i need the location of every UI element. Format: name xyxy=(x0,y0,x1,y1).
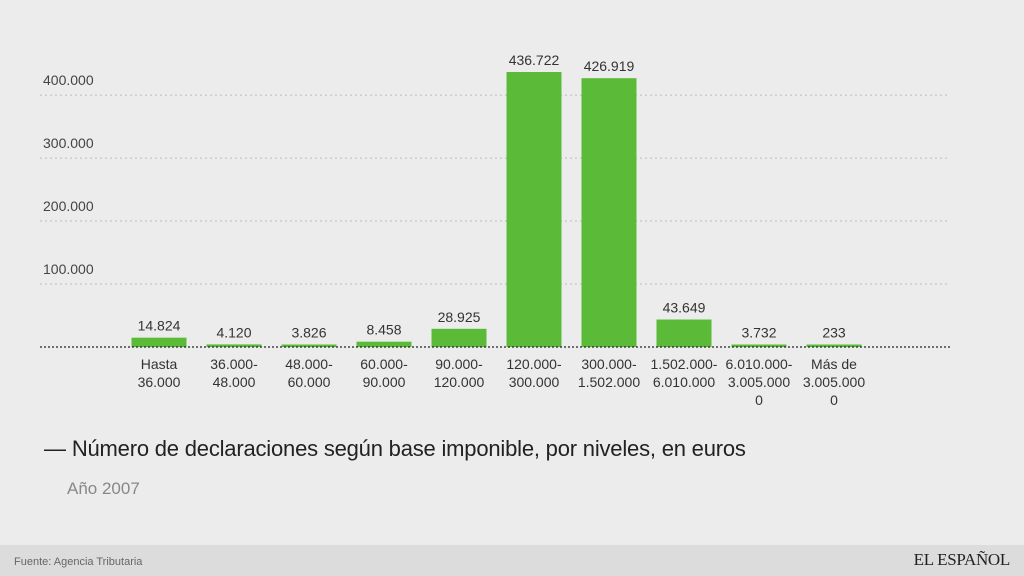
data-label: 426.919 xyxy=(584,58,635,74)
x-tick-label: 48.000-60.000 xyxy=(285,356,333,390)
source-note: Fuente: Agencia Tributaria xyxy=(14,556,143,568)
data-label: 14.824 xyxy=(138,318,181,334)
bar xyxy=(206,344,262,347)
x-tick-label: 6.010.000-3.005.000 0 xyxy=(726,356,793,408)
data-label: 3.732 xyxy=(741,325,776,341)
y-tick-label: 400.000 xyxy=(43,72,94,88)
data-label: 233 xyxy=(822,325,846,341)
data-label: 4.120 xyxy=(216,324,251,340)
chart-subtitle: Año 2007 xyxy=(67,479,140,498)
x-tick-label: 300.000-1.502.000 xyxy=(578,356,640,390)
x-tick-label: 120.000-300.000 xyxy=(506,356,562,390)
data-label: 3.826 xyxy=(291,325,326,341)
bar xyxy=(506,72,562,347)
data-label: 436.722 xyxy=(509,52,560,68)
y-tick-label: 300.000 xyxy=(43,135,94,151)
chart-area: 100.000 200.000 300.000 400.000 14.824 Hasta 3… xyxy=(40,52,950,408)
x-tick-label: 36.000-48.000 xyxy=(210,356,258,390)
bar xyxy=(806,344,862,347)
title-dash: — xyxy=(44,436,66,461)
data-label: 28.925 xyxy=(438,309,481,325)
y-tick-label: 100.000 xyxy=(43,261,94,277)
footer-bar: Fuente: Agencia Tributaria EL ESPAÑOL xyxy=(0,545,1024,576)
x-tick-label: 1.502.000-6.010.000 xyxy=(651,356,718,390)
chart-title: — Número de declaraciones según base impo… xyxy=(44,436,746,462)
bar xyxy=(431,328,487,347)
x-tick-label: 90.000-120.000 xyxy=(434,356,485,390)
data-label: 8.458 xyxy=(366,322,401,338)
bar xyxy=(731,344,787,347)
bar xyxy=(581,78,637,348)
y-tick-label: 200.000 xyxy=(43,198,94,214)
x-tick-label: Hasta 36.000 xyxy=(138,356,181,390)
x-tick-label: Más de 3.005.000 0 xyxy=(803,356,865,408)
bar xyxy=(656,319,712,347)
bar-chart: 100.000 200.000 300.000 400.000 14.824 Hasta 3… xyxy=(40,52,950,408)
chart-title-text: Número de declaraciones según base impon… xyxy=(71,436,746,461)
brand-logo: EL ESPAÑOL xyxy=(913,550,1011,569)
data-label: 43.649 xyxy=(663,300,706,316)
bar xyxy=(281,344,337,347)
x-tick-label: 60.000-90.000 xyxy=(360,356,408,390)
bar xyxy=(356,341,412,347)
bar xyxy=(131,337,187,347)
